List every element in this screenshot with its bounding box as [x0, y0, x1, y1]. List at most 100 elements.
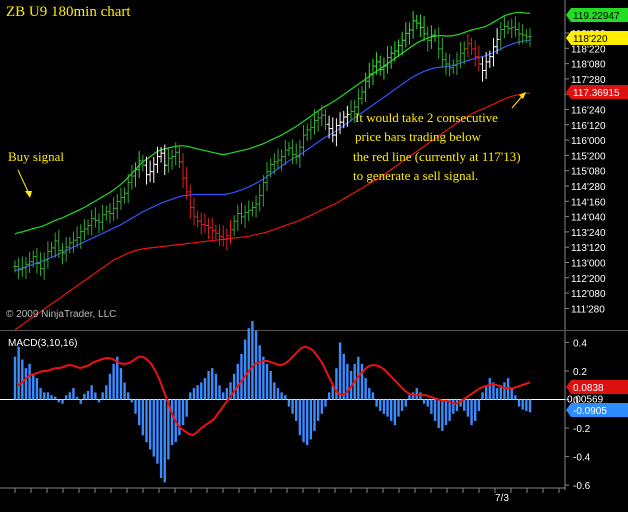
- macd-hist-bar: [243, 339, 247, 400]
- macd-hist-bar: [444, 399, 448, 426]
- macd-hist-bar: [305, 399, 309, 446]
- macd-hist-bar: [474, 399, 477, 421]
- price-tick-label: 113'240: [571, 228, 606, 239]
- macd-hist-bar: [43, 392, 46, 400]
- price-bar: [323, 109, 328, 131]
- macd-hist-bar: [528, 399, 532, 413]
- price-bar: [338, 112, 343, 135]
- macd-hist-bar: [240, 353, 243, 400]
- macd-hist-bar: [156, 399, 159, 464]
- macd-hist-bar: [28, 363, 31, 400]
- macd-hist-bar: [441, 399, 444, 431]
- price-bar: [359, 85, 364, 105]
- price-bar: [45, 241, 50, 269]
- macd-hist-bar: [375, 399, 378, 407]
- macd-hist-bar: [101, 392, 104, 400]
- price-bar: [254, 195, 259, 218]
- macd-hist-bar: [119, 368, 123, 400]
- macd-hist-bar: [448, 399, 451, 421]
- macd-hist-bar: [185, 399, 188, 417]
- price-tick-label: 113'120: [571, 243, 606, 254]
- price-bar: [349, 100, 354, 122]
- price-bar: [34, 247, 39, 274]
- price-bar: [407, 22, 412, 45]
- price-bar: [451, 59, 456, 74]
- price-bar: [458, 42, 463, 69]
- price-tick-label: 117'280: [571, 75, 606, 86]
- price-bar: [202, 213, 207, 233]
- price-bar: [389, 45, 394, 69]
- macd-hist-bar: [426, 399, 429, 407]
- macd-hist-bar: [148, 399, 152, 450]
- macd-hist-bar: [477, 399, 481, 411]
- price-bar: [509, 18, 514, 39]
- price-bar: [528, 27, 532, 47]
- macd-hist-bar: [108, 373, 112, 400]
- macd-tick-label: 0.2: [573, 367, 587, 378]
- macd-hist-bar: [21, 359, 24, 400]
- macd-hist-bar: [364, 378, 367, 400]
- macd-hist-bar: [214, 373, 218, 400]
- sell-note-line-2: price bars trading below: [355, 129, 482, 144]
- price-tick-label: 111'280: [571, 304, 605, 315]
- macd-hist-bar: [130, 399, 134, 403]
- price-tick-label: 115'080: [571, 167, 606, 178]
- price-bar: [327, 115, 332, 139]
- price-bar: [275, 148, 280, 170]
- macd-label: MACD(3,10,16): [8, 338, 77, 349]
- macd-hist-bar: [225, 388, 229, 400]
- price-bar: [20, 256, 25, 277]
- buy-signal-arrow: [17, 169, 32, 198]
- macd-tick-label: 0: [573, 396, 579, 407]
- macd-hist-bar: [331, 385, 334, 400]
- macd-signal-path: [17, 345, 531, 437]
- price-tick-label: 118'080: [571, 60, 606, 71]
- price-bar: [294, 143, 299, 164]
- macd-hist-bar: [517, 399, 521, 407]
- price-bar: [221, 225, 226, 247]
- macd-hist-bar: [251, 321, 254, 400]
- price-tick-label: 116'120: [571, 121, 606, 132]
- macd-hist-bar: [145, 399, 148, 443]
- price-bar: [308, 118, 313, 140]
- macd-hist-bar: [295, 399, 298, 421]
- price-bar: [27, 251, 32, 273]
- macd-hist-bar: [232, 373, 236, 400]
- price-bar: [378, 55, 383, 76]
- price-bar: [115, 194, 120, 220]
- price-bar: [330, 117, 335, 143]
- macd-hist-bar: [221, 392, 225, 400]
- price-bar: [403, 22, 408, 48]
- price-bar: [440, 37, 445, 68]
- macd-hist-bar: [415, 388, 418, 400]
- time-axis-ticks: 7/3: [14, 488, 560, 504]
- macd-signal-line: [17, 345, 531, 437]
- green-ema-line: [14, 11, 530, 235]
- price-bar: [89, 210, 94, 236]
- macd-hist-bar: [236, 363, 240, 400]
- macd-hist-bar: [430, 399, 433, 414]
- macd-hist-bar: [320, 399, 324, 414]
- price-bar: [129, 164, 134, 190]
- price-bar: [319, 105, 324, 127]
- price-bar: [480, 56, 485, 82]
- price-bar: [67, 236, 72, 254]
- macd-hist-bar: [61, 399, 64, 404]
- macd-hist-bar: [309, 399, 313, 440]
- macd-signal-tag-bg: [566, 380, 628, 394]
- price-tick-label: 114'280: [571, 182, 606, 193]
- macd-hist-bar: [393, 399, 397, 426]
- blue-ema-line: [14, 39, 531, 272]
- macd-hist-bar: [254, 331, 258, 400]
- price-bar: [118, 187, 123, 211]
- macd-signal-tag-label: 0.0838: [573, 383, 604, 394]
- price-bar: [381, 57, 386, 80]
- macd-hist-bar: [371, 392, 375, 400]
- macd-hist-bar: [152, 399, 155, 457]
- price-bar: [49, 241, 54, 258]
- macd-hist-bar: [276, 388, 280, 400]
- macd-hist-bar: [269, 370, 272, 400]
- price-bar: [42, 252, 47, 280]
- price-tags: 119.22947 118'220 117.36915 0.0838 -0.0905: [566, 8, 628, 417]
